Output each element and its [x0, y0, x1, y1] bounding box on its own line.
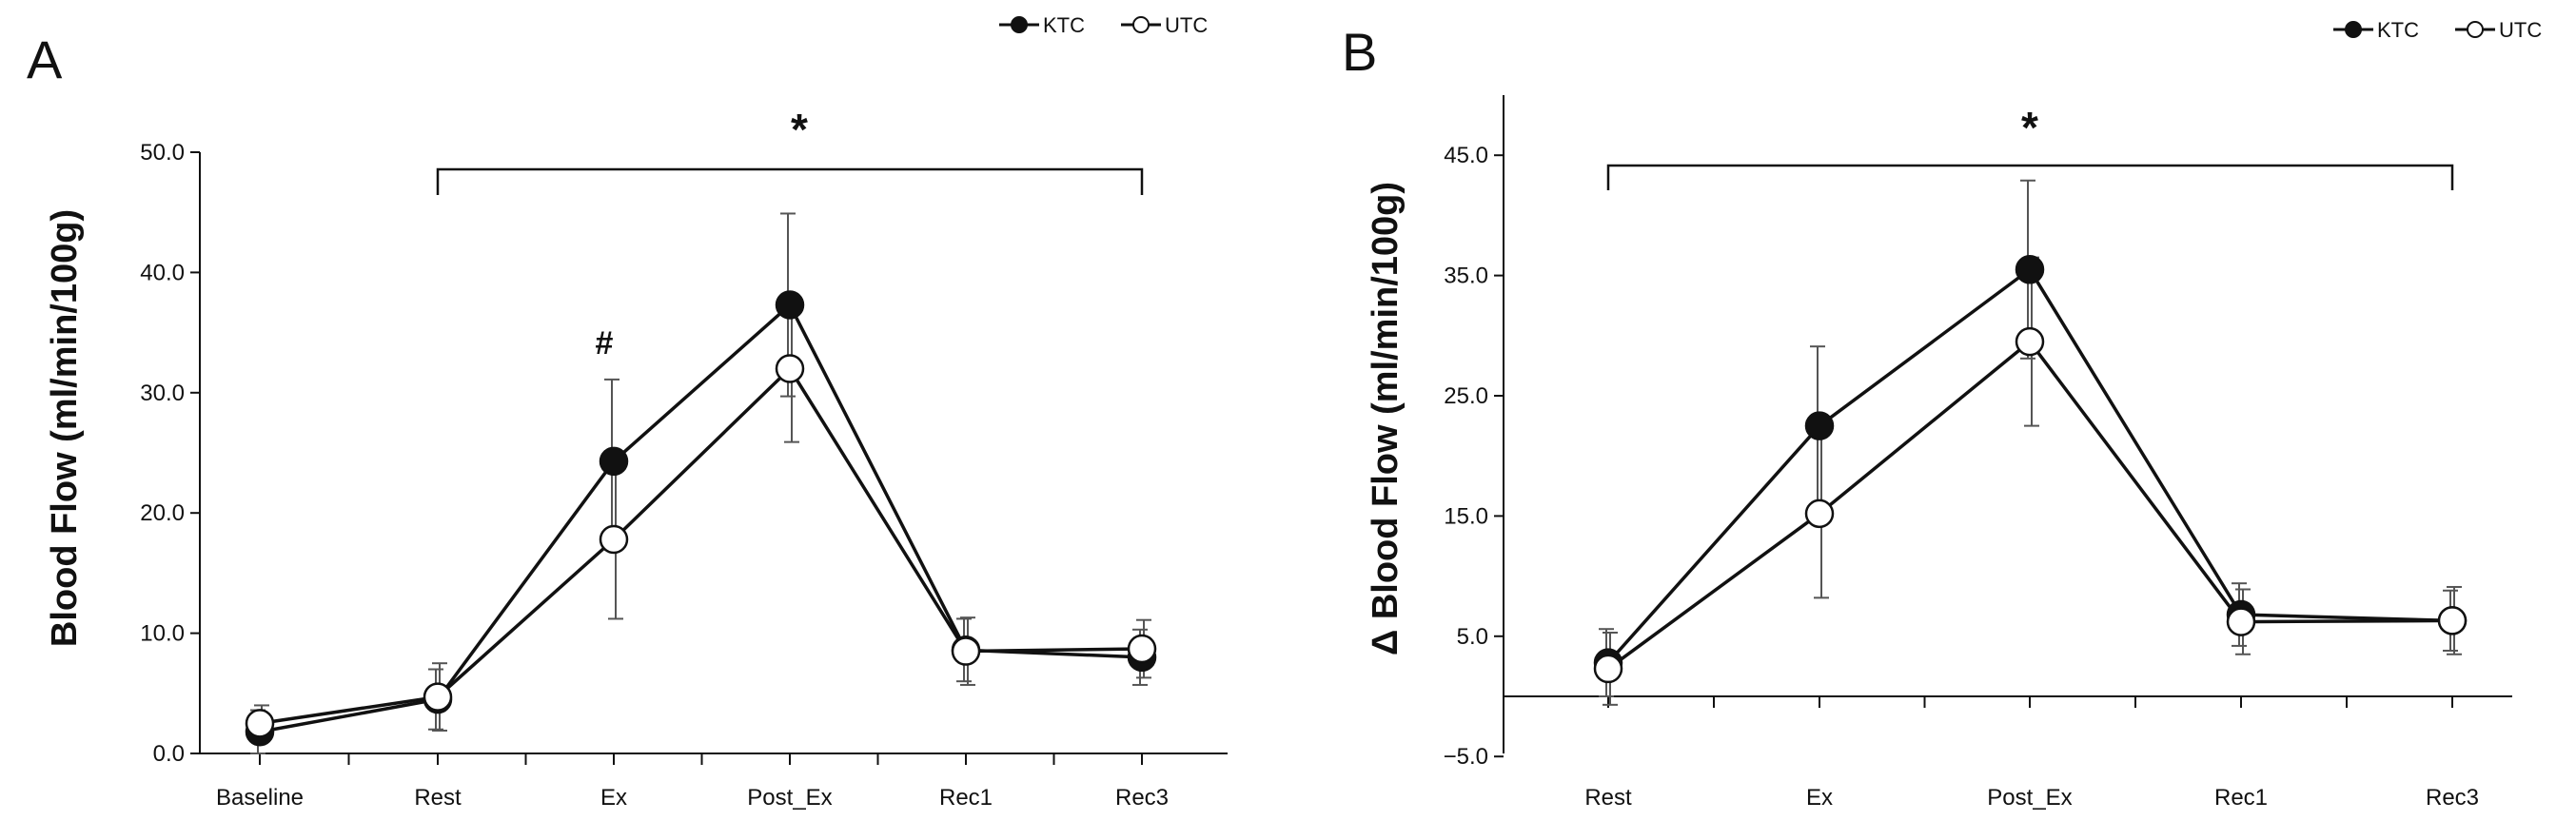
- panel-a-legend: KTC UTC: [999, 13, 1208, 37]
- significance-bracket: [1606, 164, 2454, 190]
- y-tick-label: 30.0: [140, 381, 185, 406]
- x-category-label: Ex: [600, 785, 627, 811]
- x-category-label: Rec3: [2426, 785, 2479, 811]
- legend-utc-label: UTC: [1165, 13, 1208, 37]
- legend-ktc-marker: [1011, 16, 1028, 33]
- data-point-utc: [245, 709, 275, 738]
- x-category-label: Ex: [1806, 785, 1833, 811]
- data-point-utc: [2437, 606, 2468, 635]
- data-point-utc: [423, 682, 453, 712]
- panel-a: A Blood Flow (ml/min/100g) 0.0 10.0 20.0 30…: [27, 13, 1228, 811]
- data-point-utc: [1804, 498, 1835, 529]
- legend-utc-label: UTC: [2499, 18, 2542, 42]
- panel-b-legend: KTC UTC: [2333, 18, 2542, 42]
- panel-b-plot-area: −5.0 5.0 15.0 25.0 35.0 45.0 Rest Ex Post_Ex Rec1…: [1444, 95, 2512, 811]
- y-tick-label: −5.0: [1444, 744, 1488, 770]
- panel-a-hash-marker: #: [596, 325, 614, 362]
- series-line-utc: [259, 365, 1143, 726]
- y-tick-label: 15.0: [1444, 503, 1488, 529]
- significance-bracket: [436, 167, 1144, 195]
- series-line-utc: [1606, 339, 2453, 671]
- y-tick-label: 20.0: [140, 500, 185, 526]
- legend-utc-marker: [1132, 16, 1150, 33]
- y-tick-label: 45.0: [1444, 143, 1488, 168]
- data-point-utc: [2015, 326, 2045, 357]
- y-tick-label: 5.0: [1457, 624, 1488, 650]
- x-category-label: Rec1: [939, 785, 993, 811]
- panel-a-y-axis-label: Blood Flow (ml/min/100g): [45, 209, 85, 647]
- x-category-label: Rest: [414, 785, 462, 811]
- data-point-utc: [775, 354, 805, 383]
- x-category-label: Rec1: [2214, 785, 2268, 811]
- panel-a-letter: A: [27, 29, 63, 89]
- y-tick-label: 10.0: [140, 621, 185, 647]
- panel-b: B Δ Blood Flow (ml/min/100g) −5.0 5.0 15.0…: [1342, 18, 2542, 811]
- data-point-utc: [1127, 634, 1157, 664]
- data-point-utc: [599, 524, 629, 555]
- y-tick-label: 35.0: [1444, 264, 1488, 289]
- legend-ktc-label: KTC: [1043, 13, 1085, 37]
- series-line-ktc: [259, 302, 1143, 733]
- legend-utc-marker: [2467, 21, 2484, 38]
- data-point-ktc: [775, 290, 805, 320]
- y-tick-label: 40.0: [140, 260, 185, 285]
- panel-a-significance-star: *: [791, 105, 808, 154]
- data-point-ktc: [2015, 255, 2045, 284]
- x-category-label: Post_Ex: [747, 785, 832, 811]
- data-point-ktc: [599, 446, 629, 477]
- x-category-label: Baseline: [216, 785, 304, 811]
- x-category-label: Rest: [1584, 785, 1632, 811]
- data-point-utc: [1593, 654, 1623, 684]
- data-point-ktc: [1804, 411, 1835, 440]
- data-point-utc: [2226, 607, 2256, 636]
- y-tick-label: 50.0: [140, 140, 185, 166]
- y-tick-label: 0.0: [153, 741, 185, 767]
- panel-a-plot-area: 0.0 10.0 20.0 30.0 40.0 50.0 Baseline Rest Ex Pos…: [140, 140, 1228, 811]
- x-category-label: Rec3: [1115, 785, 1169, 811]
- y-tick-label: 25.0: [1444, 383, 1488, 409]
- panel-b-significance-star: *: [2021, 103, 2038, 152]
- data-point-utc: [951, 636, 981, 666]
- x-category-label: Post_Ex: [1987, 785, 2072, 811]
- panel-b-letter: B: [1342, 22, 1377, 82]
- legend-ktc-label: KTC: [2377, 18, 2419, 42]
- panel-b-y-axis-label: Δ Blood Flow (ml/min/100g): [1366, 182, 1406, 655]
- legend-ktc-marker: [2345, 21, 2362, 38]
